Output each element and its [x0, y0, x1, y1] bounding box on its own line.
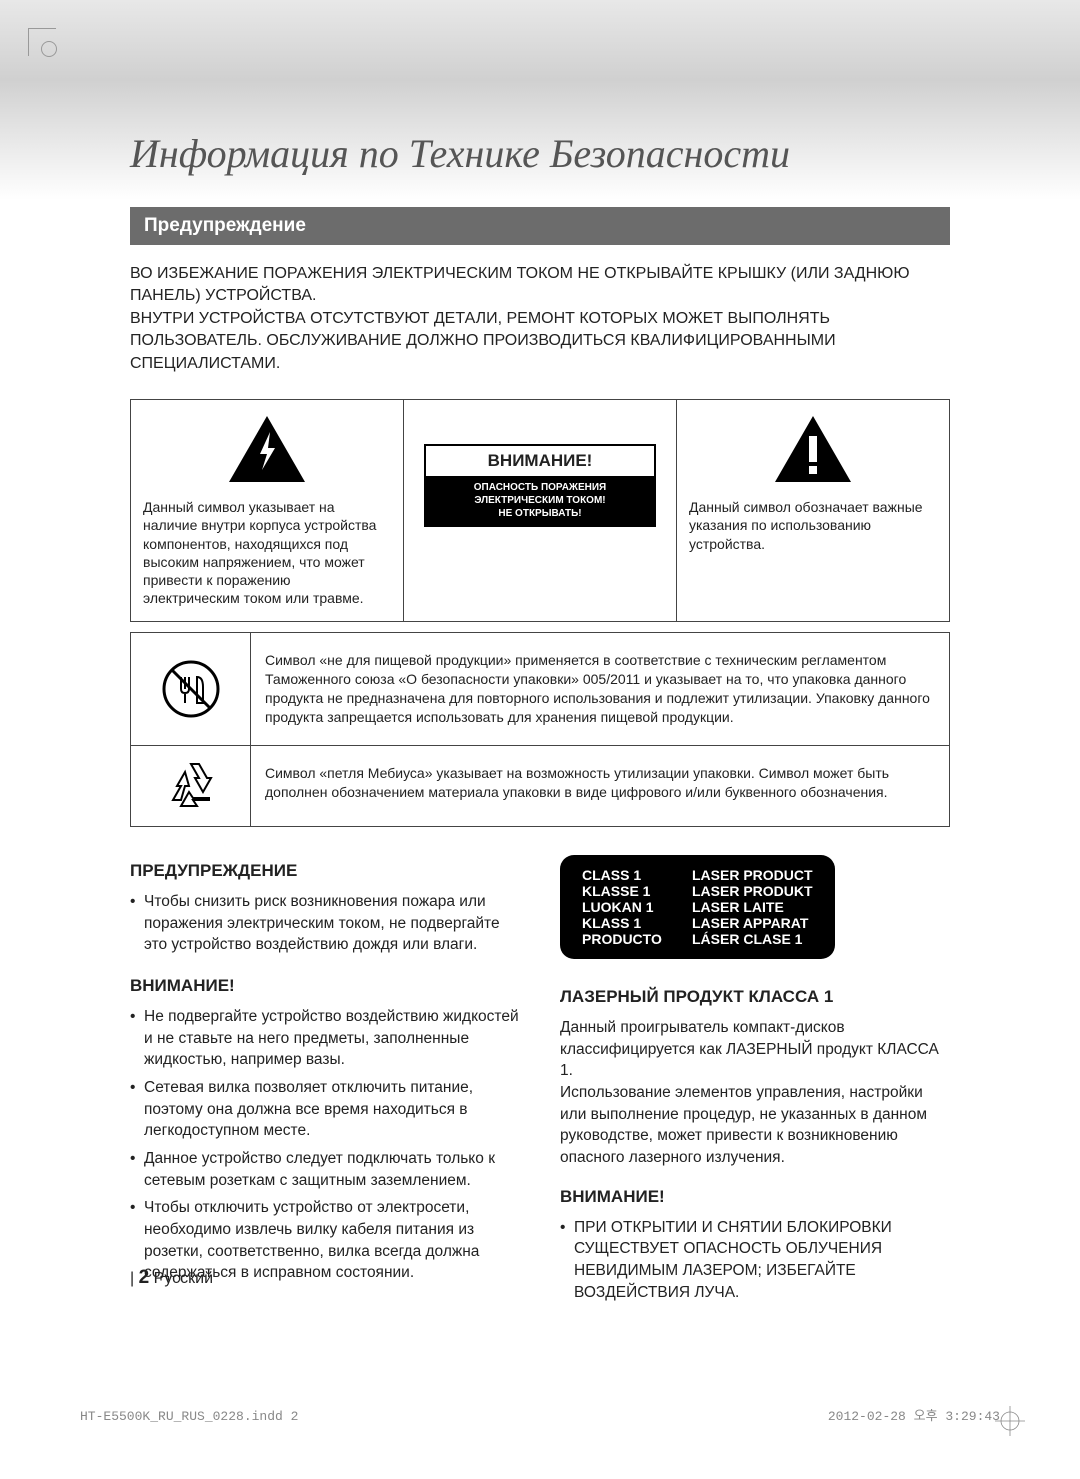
right-column: CLASS 1LASER PRODUCT KLASSE 1LASER PRODU…	[560, 855, 950, 1324]
symbol-text-left: Данный символ указывает на наличие внутр…	[143, 498, 391, 607]
list-item: Не подвергайте устройство воздействию жи…	[130, 1006, 520, 1071]
info-table: Символ «не для пищевой продукции» примен…	[130, 632, 950, 827]
meta-filename: HT-E5500K_RU_RUS_0228.indd 2	[80, 1409, 298, 1424]
info-text: Символ «не для пищевой продукции» примен…	[251, 633, 949, 745]
caution-box: ВНИМАНИЕ! ОПАСНОСТЬ ПОРАЖЕНИЯ ЭЛЕКТРИЧЕС…	[424, 444, 656, 527]
page-title: Информация по Технике Безопасности	[130, 130, 950, 177]
info-row: Символ «не для пищевой продукции» примен…	[131, 633, 949, 746]
symbol-cell-center: ВНИМАНИЕ! ОПАСНОСТЬ ПОРАЖЕНИЯ ЭЛЕКТРИЧЕС…	[404, 400, 677, 621]
bullet-list: ПРИ ОТКРЫТИИ И СНЯТИИ БЛОКИРОВКИ СУЩЕСТВ…	[560, 1217, 950, 1304]
heading: ВНИМАНИЕ!	[560, 1187, 950, 1207]
symbol-cell-exclaim: Данный символ обозначает важные указания…	[677, 400, 949, 621]
lightning-icon	[143, 414, 391, 488]
heading: ЛАЗЕРНЫЙ ПРОДУКТ КЛАССА 1	[560, 987, 950, 1007]
columns: ПРЕДУПРЕЖДЕНИЕ Чтобы снизить риск возник…	[130, 855, 950, 1324]
symbol-table: Данный символ указывает на наличие внутр…	[130, 399, 950, 622]
caution-body: ОПАСНОСТЬ ПОРАЖЕНИЯ ЭЛЕКТРИЧЕСКИМ ТОКОМ!…	[426, 476, 654, 525]
section-header: Предупреждение	[130, 207, 950, 245]
page-footer: | 2 Русский	[130, 1267, 213, 1289]
info-text: Символ «петля Мебиуса» указывает на возм…	[251, 746, 949, 826]
left-column: ПРЕДУПРЕЖДЕНИЕ Чтобы снизить риск возник…	[130, 855, 520, 1324]
registration-mark	[995, 1406, 1025, 1441]
laser-class-box: CLASS 1LASER PRODUCT KLASSE 1LASER PRODU…	[560, 855, 835, 959]
exclaim-icon	[689, 414, 937, 488]
list-item: ПРИ ОТКРЫТИИ И СНЯТИИ БЛОКИРОВКИ СУЩЕСТВ…	[560, 1217, 950, 1304]
page-number: 2	[139, 1267, 150, 1288]
symbol-text-right: Данный символ обозначает важные указания…	[689, 498, 937, 553]
symbol-cell-lightning: Данный символ указывает на наличие внутр…	[131, 400, 404, 621]
paragraph: Данный проигрыватель компакт-дисков клас…	[560, 1017, 950, 1169]
list-item: Чтобы снизить риск возникновения пожара …	[130, 891, 520, 956]
no-food-icon	[131, 633, 251, 745]
info-row: Символ «петля Мебиуса» указывает на возм…	[131, 746, 949, 826]
page-lang: Русский	[154, 1270, 213, 1287]
list-item: Сетевая вилка позволяет отключить питани…	[130, 1077, 520, 1142]
warning-paragraph: ВО ИЗБЕЖАНИЕ ПОРАЖЕНИЯ ЭЛЕКТРИЧЕСКИМ ТОК…	[130, 263, 950, 375]
bullet-list: Чтобы снизить риск возникновения пожара …	[130, 891, 520, 956]
mobius-icon	[131, 746, 251, 826]
heading: ПРЕДУПРЕЖДЕНИЕ	[130, 861, 520, 881]
list-item: Данное устройство следует подключать тол…	[130, 1148, 520, 1191]
page-content: Информация по Технике Безопасности Преду…	[0, 0, 1080, 1323]
bullet-list: Не подвергайте устройство воздействию жи…	[130, 1006, 520, 1284]
caution-title: ВНИМАНИЕ!	[426, 446, 654, 476]
heading: ВНИМАНИЕ!	[130, 976, 520, 996]
meta-timestamp: 2012-02-28 오후 3:29:43	[828, 1405, 1000, 1424]
